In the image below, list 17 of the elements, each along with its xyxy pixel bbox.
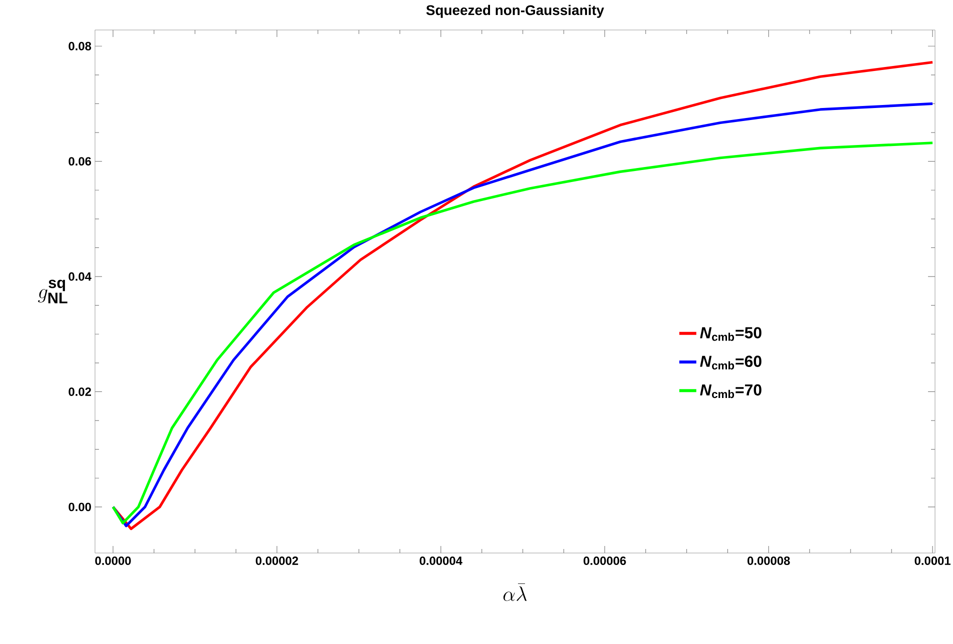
- legend-label: N$_{cmb}$=60: [700, 356, 762, 370]
- chart-title: Squeezed non-Gaussianity: [426, 4, 604, 18]
- x-axis-title: $\alpha\bar{\lambda}$: [503, 583, 527, 601]
- y-tick-label: 0.04: [68, 272, 92, 281]
- y-tick-label: 0.02: [68, 387, 92, 396]
- x-tick-label: 0.0000: [95, 556, 131, 565]
- y-tick-label: 0.08: [68, 42, 92, 50]
- x-tick-label: 0.0001: [914, 556, 950, 565]
- x-tick-label: 0.00006: [584, 556, 626, 565]
- y-axis-title: $g^{\mathbf{sq}}_{\mathbf{NL}}$: [38, 280, 68, 304]
- x-tick-label: 0.00002: [256, 556, 298, 565]
- legend-label: N$_{cmb}$=50: [700, 327, 762, 341]
- x-tick-label: 0.00004: [420, 556, 462, 565]
- legend-label: N$_{cmb}$=70: [700, 384, 762, 398]
- y-tick-label: 0.06: [68, 157, 92, 166]
- y-tick-label: 0.00: [68, 502, 91, 512]
- x-tick-label: 0.00008: [748, 556, 790, 565]
